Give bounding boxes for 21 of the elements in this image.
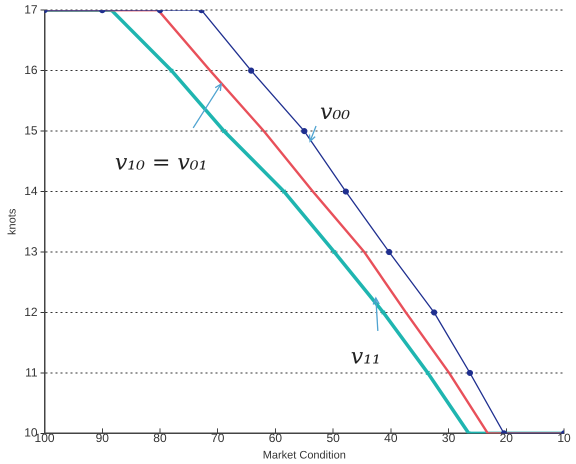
annotation: v₀₀ (320, 100, 350, 126)
y-tick-label: 14 (24, 184, 38, 198)
x-tick-label: 60 (268, 430, 282, 445)
y-tick-label: 12 (24, 304, 38, 319)
x-tick-label: 90 (96, 430, 110, 445)
y-tick-label: 11 (25, 365, 38, 380)
x-tick-label: 10 (557, 430, 571, 445)
y-tick-label: 16 (24, 62, 38, 77)
annotation: v₁₀ = v₀₁ (114, 150, 208, 176)
x-tick-label: 50 (326, 430, 340, 445)
y-axis-title: knots (6, 208, 19, 235)
x-tick-label: 40 (384, 430, 398, 445)
y-tick-label: 17 (24, 2, 38, 17)
x-tick-label: 20 (500, 430, 514, 445)
x-tick-label: 70 (211, 430, 225, 445)
x-axis-title: Market Condition (262, 449, 346, 462)
x-tick-label: 30 (442, 430, 456, 445)
x-tick-label: 80 (153, 430, 167, 445)
annotation: v₁₁ (350, 344, 381, 370)
y-tick-label: 15 (24, 123, 38, 138)
y-tick-label: 13 (24, 244, 38, 258)
